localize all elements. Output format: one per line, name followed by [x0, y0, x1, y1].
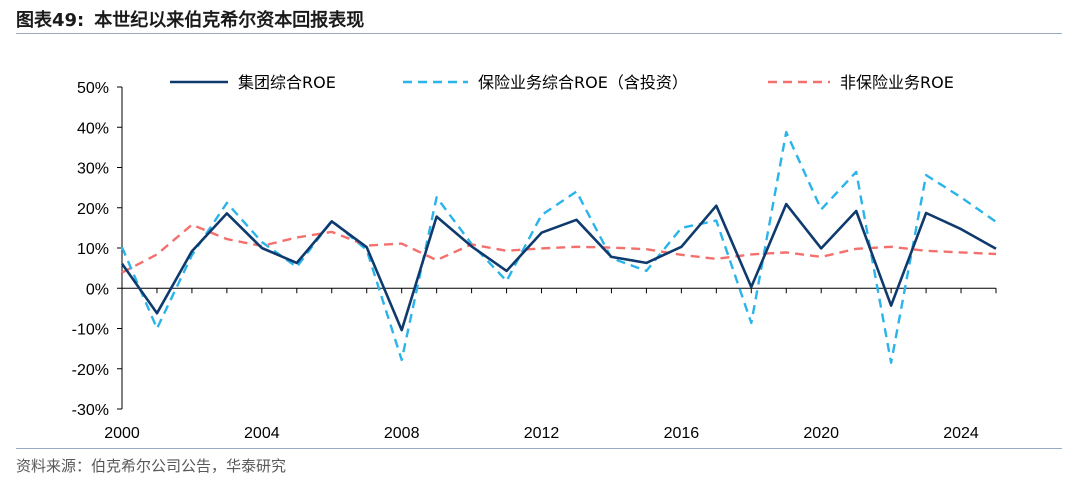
roe-line-chart: -30% -20% -10% 0% 10% 20% 30% 40% 50% 2000 2004 200… [72, 73, 997, 442]
y-tick-label: 20% [77, 201, 109, 218]
x-tick-label: 2012 [524, 425, 560, 442]
figure-title: 本世纪以来伯克希尔资本回报表现 [94, 10, 365, 31]
y-tick-label: 10% [77, 241, 109, 258]
legend-label-insurance-roe: 保险业务综合ROE（含投资） [478, 73, 688, 92]
y-tick-label: -30% [72, 402, 109, 419]
x-tick-label: 2000 [104, 425, 140, 442]
y-tick-label: 50% [77, 80, 109, 97]
y-tick-label: 0% [86, 281, 109, 298]
series-line-non-insurance-roe [121, 223, 997, 274]
top-rule [16, 33, 1062, 34]
figure-number: 图表49: [16, 10, 85, 31]
series-lines [120, 130, 997, 364]
axes: -30% -20% -10% 0% 10% 20% 30% 40% 50% 2000 2004 200… [72, 80, 997, 442]
bottom-rule [16, 448, 1062, 449]
x-tick-label: 2024 [943, 425, 979, 442]
y-tick-label: 40% [77, 120, 109, 137]
legend-label-non-insurance-roe: 非保险业务ROE [840, 73, 954, 92]
source-note: 资料来源：伯克希尔公司公告，华泰研究 [16, 457, 287, 475]
y-tick-label: -20% [72, 362, 109, 379]
x-tick-label: 2020 [803, 425, 839, 442]
x-tick-label: 2016 [664, 425, 700, 442]
y-tick-label: -10% [72, 322, 109, 339]
y-tick-label: 30% [77, 161, 109, 178]
x-tick-label: 2004 [244, 425, 280, 442]
legend-label-group-roe: 集团综合ROE [238, 73, 336, 92]
legend: 集团综合ROE 保险业务综合ROE（含投资） 非保险业务ROE [170, 73, 954, 92]
x-tick-label: 2008 [384, 425, 420, 442]
figure-heading: 图表49: 本世纪以来伯克希尔资本回报表现 [16, 6, 364, 32]
series-line-group-roe [120, 202, 997, 332]
series-line-insurance-roe [120, 130, 997, 364]
